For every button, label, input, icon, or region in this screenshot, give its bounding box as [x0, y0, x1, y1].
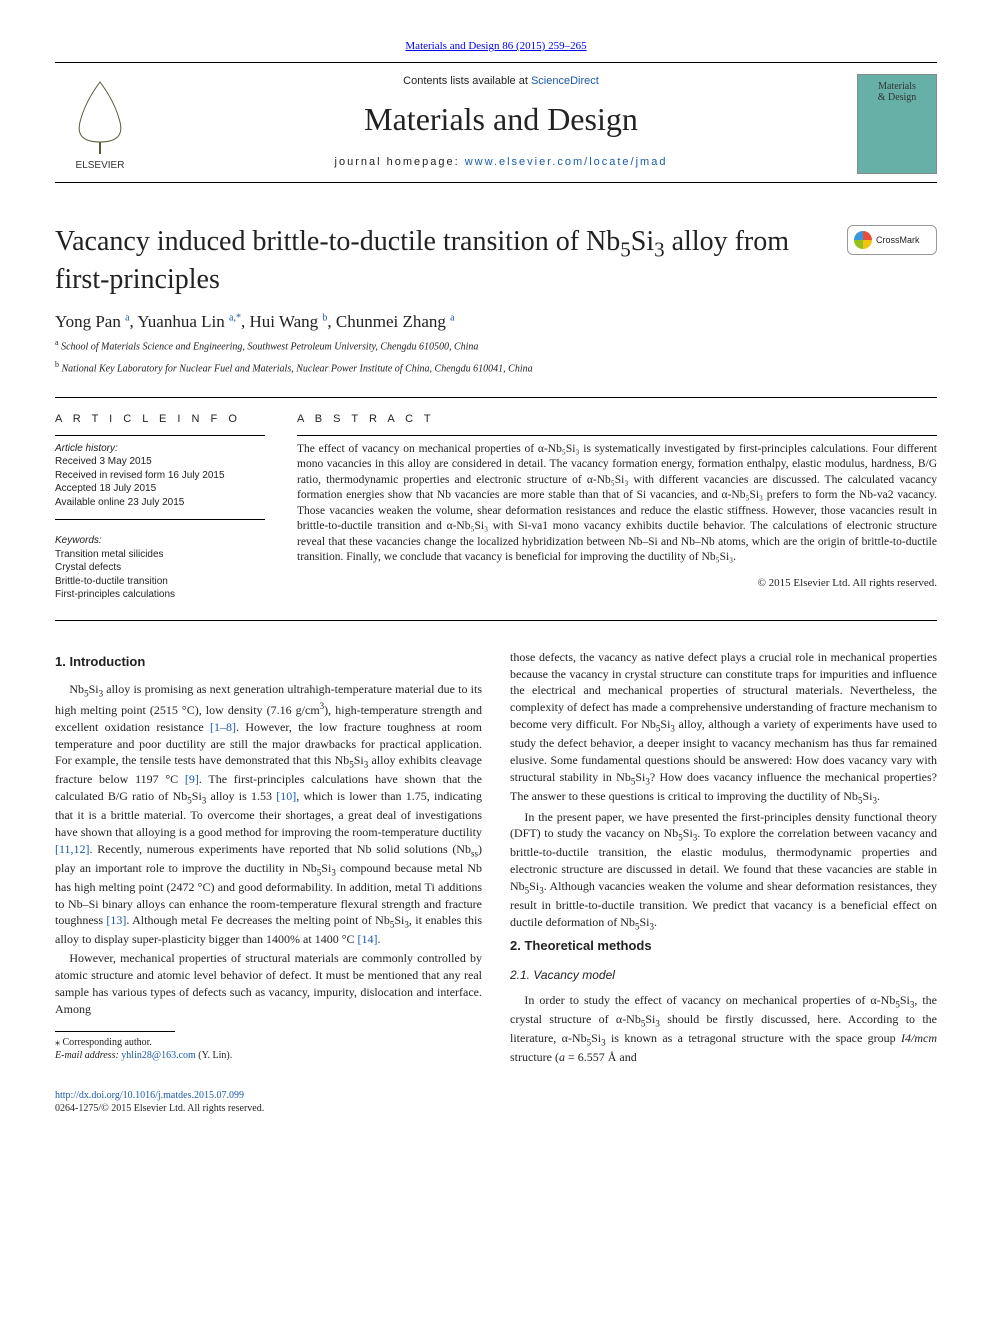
contents-available: Contents lists available at ScienceDirec…	[165, 75, 837, 87]
history-online: Available online 23 July 2015	[55, 496, 265, 510]
keyword-2: Crystal defects	[55, 561, 265, 575]
affiliation-b: b National Key Laboratory for Nuclear Fu…	[55, 360, 937, 375]
history-revised: Received in revised form 16 July 2015	[55, 469, 265, 483]
email-attribution: (Y. Lin).	[196, 1050, 232, 1061]
elsevier-tree-icon: ELSEVIER	[55, 72, 145, 172]
abstract-copyright: © 2015 Elsevier Ltd. All rights reserved…	[297, 576, 937, 591]
corresponding-footnote: ⁎ Corresponding author. E-mail address: …	[55, 1036, 482, 1062]
journal-title: Materials and Design	[165, 101, 837, 138]
article-body: 1. Introduction Nb5Si3 alloy is promisin…	[55, 649, 937, 1066]
footnote-rule	[55, 1031, 175, 1032]
keyword-1: Transition metal silicides	[55, 548, 265, 562]
abstract-text: The effect of vacancy on mechanical prop…	[297, 442, 937, 566]
para-5: In order to study the effect of vacancy …	[510, 992, 937, 1066]
keywords-rule	[55, 519, 265, 520]
history-label: Article history:	[55, 442, 265, 456]
ref-11-12[interactable]: [11,12]	[55, 842, 90, 856]
doi-link[interactable]: http://dx.doi.org/10.1016/j.matdes.2015.…	[55, 1090, 244, 1101]
history-accepted: Accepted 18 July 2015	[55, 482, 265, 496]
info-rule	[55, 435, 265, 436]
section-1-heading: 1. Introduction	[55, 653, 482, 671]
homepage-link[interactable]: www.elsevier.com/locate/jmad	[465, 156, 668, 168]
para-1: Nb5Si3 alloy is promising as next genera…	[55, 681, 482, 948]
page-footer: http://dx.doi.org/10.1016/j.matdes.2015.…	[55, 1089, 937, 1115]
crossmark-icon	[854, 231, 872, 249]
publisher-name: ELSEVIER	[76, 160, 125, 171]
section-2-1-heading: 2.1. Vacancy model	[510, 967, 937, 984]
para-2: However, mechanical properties of struct…	[55, 950, 482, 1017]
abstract-rule	[297, 435, 937, 436]
article-title: Vacancy induced brittle-to-ductile trans…	[55, 225, 847, 296]
cover-title-line1: Materials	[878, 81, 916, 92]
citation-link[interactable]: Materials and Design 86 (2015) 259–265	[405, 40, 586, 52]
ref-9[interactable]: [9]	[185, 772, 199, 786]
ref-14[interactable]: [14]	[358, 932, 378, 946]
keyword-3: Brittle-to-ductile transition	[55, 575, 265, 589]
para-4: In the present paper, we have presented …	[510, 809, 937, 933]
homepage-prefix: journal homepage:	[335, 156, 465, 168]
crossmark-label: CrossMark	[876, 235, 920, 245]
history-received: Received 3 May 2015	[55, 455, 265, 469]
keywords-label: Keywords:	[55, 534, 265, 548]
para-3: those defects, the vacancy as native def…	[510, 649, 937, 807]
journal-cover-container: Materials & Design	[837, 65, 937, 182]
ref-10[interactable]: [10]	[276, 789, 296, 803]
abstract-heading: A B S T R A C T	[297, 412, 937, 427]
ref-13[interactable]: [13]	[106, 913, 126, 927]
issn-copyright: 0264-1275/© 2015 Elsevier Ltd. All right…	[55, 1103, 264, 1114]
contents-prefix: Contents lists available at	[403, 75, 531, 87]
authors: Yong Pan a, Yuanhua Lin a,*, Hui Wang b,…	[55, 312, 937, 332]
section-2-heading: 2. Theoretical methods	[510, 937, 937, 955]
corr-label: ⁎ Corresponding author.	[55, 1036, 482, 1049]
crossmark-badge[interactable]: CrossMark	[847, 225, 937, 255]
email-label: E-mail address:	[55, 1050, 119, 1061]
affiliation-a: a School of Materials Science and Engine…	[55, 338, 937, 353]
corr-email-link[interactable]: yhlin28@163.com	[121, 1050, 195, 1061]
header-rule-top	[55, 62, 937, 63]
journal-cover: Materials & Design	[857, 74, 937, 174]
cover-title-line2: & Design	[878, 92, 917, 103]
article-info-heading: A R T I C L E I N F O	[55, 412, 265, 427]
journal-homepage: journal homepage: www.elsevier.com/locat…	[165, 156, 837, 168]
citation-header: Materials and Design 86 (2015) 259–265	[55, 40, 937, 52]
journal-header: ELSEVIER Contents lists available at Sci…	[55, 65, 937, 183]
sciencedirect-link[interactable]: ScienceDirect	[531, 75, 599, 87]
ref-1-8[interactable]: [1–8]	[210, 720, 236, 734]
publisher-logo: ELSEVIER	[55, 65, 165, 182]
article-meta: A R T I C L E I N F O Article history: R…	[55, 397, 937, 621]
keyword-4: First-principles calculations	[55, 588, 265, 602]
